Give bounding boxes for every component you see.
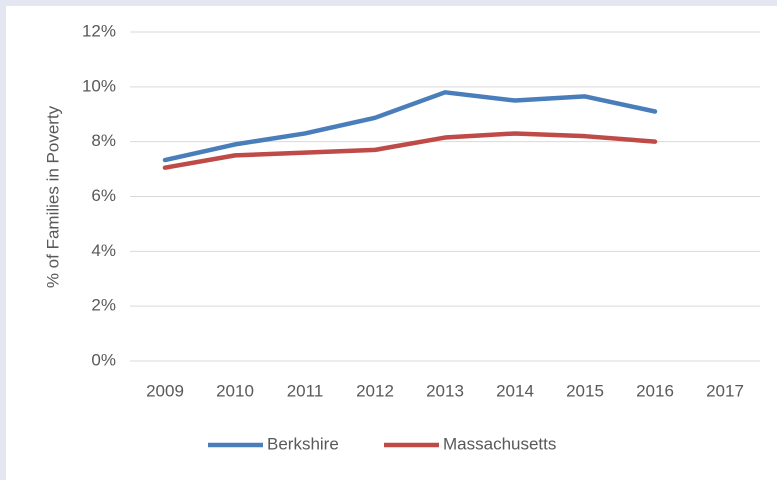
y-tick-label: 0% [91,350,116,369]
x-tick-label: 2010 [216,381,254,400]
x-tick-label: 2013 [426,381,464,400]
legend-label: Berkshire [267,434,339,453]
x-tick-label: 2016 [636,381,674,400]
y-tick-label: 4% [91,241,116,260]
series-line [162,90,658,163]
x-tick-label: 2014 [496,381,534,400]
series-line [162,131,658,170]
x-tick-label: 2009 [146,381,184,400]
legend-label: Massachusetts [443,434,556,453]
y-tick-label: 12% [82,21,116,40]
y-tick-label: 10% [82,76,116,95]
y-tick-label: 8% [91,131,116,150]
y-tick-label: 6% [91,186,116,205]
x-tick-label: 2012 [356,381,394,400]
x-tick-label: 2017 [706,381,744,400]
chart-background [6,6,777,480]
y-tick-label: 2% [91,296,116,315]
x-tick-label: 2011 [287,381,324,400]
y-axis-label: % of Families in Poverty [43,105,62,288]
x-tick-label: 2015 [566,381,604,400]
